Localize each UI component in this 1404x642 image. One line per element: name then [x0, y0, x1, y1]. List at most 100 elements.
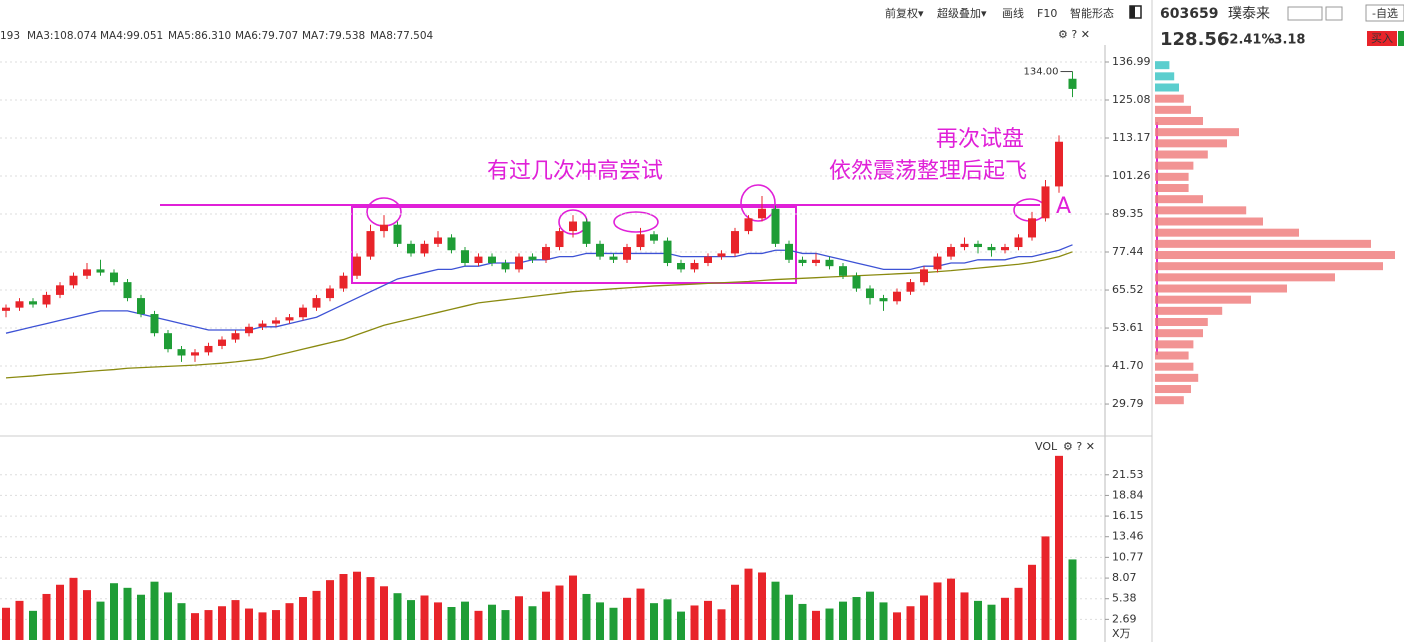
volume-bar	[339, 574, 348, 640]
candle-body	[150, 314, 159, 334]
volume-bar	[1055, 455, 1063, 640]
volume-bar	[393, 593, 402, 640]
candle-body	[771, 208, 780, 244]
volume-bar	[420, 595, 429, 640]
candle-body	[312, 298, 321, 308]
candle-body	[636, 234, 645, 248]
profile-bar	[1155, 340, 1194, 349]
volume-bar	[96, 601, 105, 640]
alert-button[interactable]	[1325, 6, 1343, 21]
volume-bar	[852, 597, 861, 640]
legend-entry: MA5:86.310	[168, 30, 231, 42]
panel-title: VOL	[1035, 440, 1058, 453]
volume-bar	[1068, 559, 1077, 640]
volume-bar	[1041, 536, 1050, 640]
candle-body	[866, 288, 874, 299]
y-tick-label: 2.69	[1112, 612, 1137, 625]
candle-body	[447, 237, 456, 251]
profile-bar	[1155, 306, 1223, 315]
volume-bar	[839, 601, 847, 640]
volume-bar	[299, 597, 307, 640]
volume-bar	[569, 575, 577, 640]
volume-bar	[879, 602, 888, 640]
profile-bar	[1155, 184, 1189, 193]
profile-bar	[1155, 105, 1191, 114]
volume-bar	[245, 608, 253, 640]
candle-body	[758, 208, 766, 219]
candle-body	[407, 243, 415, 254]
volume-bar	[758, 572, 766, 640]
volume-bar	[1001, 597, 1009, 640]
volume-bar	[285, 603, 294, 640]
volume-bar	[812, 610, 820, 640]
buy-label[interactable]: 买入	[1371, 32, 1393, 45]
candle-body	[906, 282, 915, 292]
candle-body	[1001, 247, 1009, 251]
profile-bar	[1155, 284, 1287, 293]
buy-button[interactable]	[1367, 31, 1397, 46]
candle-body	[974, 243, 982, 248]
candle-body	[285, 317, 294, 321]
sell-button[interactable]	[1398, 31, 1404, 46]
profile-bar	[1155, 362, 1194, 371]
volume-bar	[542, 591, 550, 640]
y-tick-label: 125.08	[1112, 93, 1151, 106]
y-tick-label: 16.15	[1112, 509, 1144, 522]
volume-bar	[609, 607, 618, 640]
volume-bar	[123, 587, 132, 640]
y-tick-label: 5.38	[1112, 592, 1137, 605]
toolbar-item[interactable]: 智能形态	[1070, 6, 1114, 20]
candle-body	[123, 282, 132, 299]
toolbar-item[interactable]: 前复权▾	[885, 6, 924, 20]
volume-bar	[650, 603, 658, 640]
watch-label[interactable]: -自选	[1372, 7, 1398, 20]
candle-body	[42, 294, 51, 305]
volume-bar	[933, 582, 942, 640]
watch-button[interactable]	[1365, 4, 1404, 22]
volume-bar	[231, 600, 240, 640]
volume-bar	[771, 581, 780, 640]
volume-bar	[326, 580, 334, 640]
volume-bar	[744, 568, 753, 640]
toolbar-item[interactable]: F10	[1037, 7, 1057, 20]
profile-bar	[1155, 72, 1175, 81]
volume-bar	[380, 586, 388, 640]
profile-bar	[1155, 195, 1203, 204]
candle-body	[1028, 218, 1036, 238]
volume-bar	[704, 600, 712, 640]
volume-bar	[218, 606, 226, 640]
profile-bar	[1155, 172, 1189, 181]
candle-body	[245, 326, 253, 334]
volume-bar	[2, 607, 10, 640]
settings-icon[interactable]: ⚙ ? ✕	[1058, 28, 1090, 41]
candle-body	[825, 259, 834, 267]
y-unit: X万	[1112, 627, 1131, 640]
profile-bar	[1155, 139, 1227, 148]
volume-bar	[1028, 564, 1036, 640]
settings-icon[interactable]: ⚙ ? ✕	[1063, 440, 1095, 453]
toolbar-item[interactable]: 超级叠加▾	[937, 6, 987, 20]
candle-body	[177, 349, 186, 356]
candle-body	[987, 247, 996, 251]
layout-icon	[1130, 6, 1135, 18]
candle-body	[1068, 78, 1077, 89]
y-tick-label: 101.26	[1112, 169, 1151, 182]
candle-body	[272, 320, 280, 324]
highlight-ellipse	[740, 184, 776, 222]
candle-body	[96, 269, 105, 273]
volume-bar	[663, 599, 672, 640]
profile-bar	[1155, 83, 1179, 92]
y-tick-label: 8.07	[1112, 571, 1137, 584]
toolbar-item[interactable]: 画线	[1002, 6, 1024, 20]
candle-body	[380, 224, 388, 232]
candle-body	[839, 266, 847, 276]
profile-bar	[1155, 373, 1199, 382]
candle-body	[677, 262, 685, 270]
candle-body	[191, 352, 199, 356]
profile-bar	[1155, 329, 1203, 338]
profile-bar	[1155, 295, 1251, 304]
candle-body	[650, 234, 658, 241]
volume-bar	[906, 606, 915, 640]
input-box[interactable]	[1287, 6, 1323, 21]
legend-entry: 193	[0, 30, 20, 42]
